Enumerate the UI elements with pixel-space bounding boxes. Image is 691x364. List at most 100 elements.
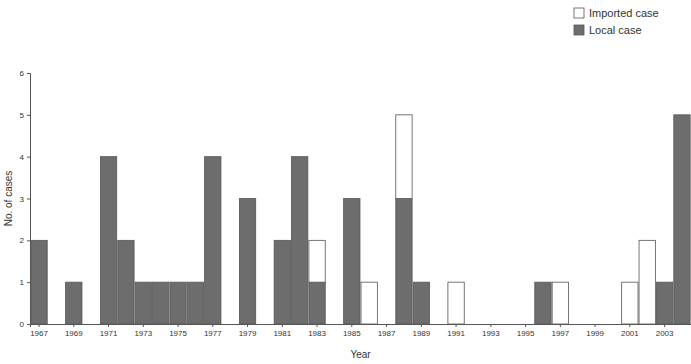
y-axis: 0123456 — [20, 69, 31, 329]
x-tick-label: 1997 — [551, 329, 569, 338]
x-tick-label: 1971 — [100, 329, 118, 338]
x-tick-mark — [282, 324, 283, 327]
x-tick-mark — [595, 324, 596, 327]
x-tick: 1997 — [551, 324, 569, 338]
bar — [83, 324, 99, 325]
bar — [431, 324, 447, 325]
x-tick — [369, 324, 370, 327]
bar — [309, 240, 325, 282]
x-tick-label: 1979 — [239, 329, 257, 338]
bar — [48, 324, 64, 325]
bar — [153, 282, 169, 283]
x-tick-label: 1987 — [378, 329, 396, 338]
bar — [66, 282, 82, 283]
bar — [100, 156, 116, 157]
y-tick-mark — [27, 157, 30, 158]
x-tick-mark — [560, 324, 561, 327]
bar — [187, 282, 203, 283]
bar — [431, 324, 447, 325]
x-tick: 1999 — [586, 324, 604, 338]
x-tick-mark — [369, 324, 370, 327]
x-tick — [403, 324, 404, 327]
plot-area — [31, 115, 690, 324]
x-tick-mark — [73, 324, 74, 327]
x-tick: 1975 — [169, 324, 187, 338]
bar — [570, 324, 586, 325]
x-tick-mark — [247, 324, 248, 327]
x-tick-mark — [577, 324, 578, 327]
y-tick-mark — [27, 240, 30, 241]
x-tick-mark — [56, 324, 57, 327]
y-tick: 4 — [20, 153, 30, 162]
x-tick-mark — [264, 324, 265, 327]
x-tick — [264, 324, 265, 327]
x-tick-mark — [230, 324, 231, 327]
bar — [674, 114, 690, 115]
bar — [604, 324, 620, 325]
bar — [674, 115, 690, 324]
x-tick-mark — [351, 324, 352, 327]
series-bars — [31, 115, 690, 324]
x-tick — [612, 324, 613, 327]
x-tick-mark — [438, 324, 439, 327]
x-tick: 2003 — [656, 324, 674, 338]
bar — [257, 324, 273, 325]
bar — [274, 240, 290, 324]
x-tick-label: 1981 — [273, 329, 291, 338]
x-tick-label: 1973 — [134, 329, 152, 338]
x-tick: 1993 — [482, 324, 500, 338]
x-tick-mark — [386, 324, 387, 327]
bar — [274, 240, 290, 241]
x-tick — [647, 324, 648, 327]
x-tick: 1969 — [65, 324, 83, 338]
x-tick — [230, 324, 231, 327]
bar — [413, 282, 429, 324]
bar — [292, 156, 308, 157]
x-tick-mark — [178, 324, 179, 327]
bar — [587, 324, 603, 325]
y-axis-line — [27, 74, 31, 325]
series-bars — [309, 115, 655, 324]
legend-swatch — [574, 8, 584, 18]
bar — [413, 282, 429, 283]
bar — [83, 324, 99, 325]
x-tick-mark — [334, 324, 335, 327]
x-tick — [91, 324, 92, 327]
bar — [517, 324, 533, 325]
x-tick — [681, 324, 682, 327]
x-tick-mark — [421, 324, 422, 327]
x-axis-line — [31, 325, 691, 328]
x-tick: 1971 — [100, 324, 118, 338]
x-tick — [160, 324, 161, 327]
bar — [326, 324, 342, 325]
bar — [465, 324, 481, 325]
x-tick-mark — [403, 324, 404, 327]
bar — [570, 324, 586, 325]
bar — [31, 240, 47, 324]
bar — [118, 240, 134, 241]
x-tick: 1987 — [378, 324, 396, 338]
legend-swatch — [574, 25, 584, 35]
bar — [500, 324, 516, 325]
x-tick: 2001 — [621, 324, 639, 338]
y-tick-mark — [27, 73, 30, 74]
bar — [604, 324, 620, 325]
bar — [31, 240, 47, 241]
x-tick: 1983 — [308, 324, 326, 338]
x-tick — [195, 324, 196, 327]
y-tick-label: 1 — [20, 278, 25, 287]
bar — [656, 282, 672, 324]
x-tick-label: 1991 — [447, 329, 465, 338]
bar — [118, 240, 134, 324]
x-tick-mark — [160, 324, 161, 327]
x-tick: 1973 — [134, 324, 152, 338]
x-tick-mark — [108, 324, 109, 327]
bar — [153, 282, 169, 324]
x-tick — [473, 324, 474, 327]
bar — [326, 324, 342, 325]
bar — [517, 324, 533, 325]
bar — [222, 324, 238, 325]
bar — [170, 282, 186, 283]
bar — [187, 282, 203, 324]
x-tick-mark — [456, 324, 457, 327]
